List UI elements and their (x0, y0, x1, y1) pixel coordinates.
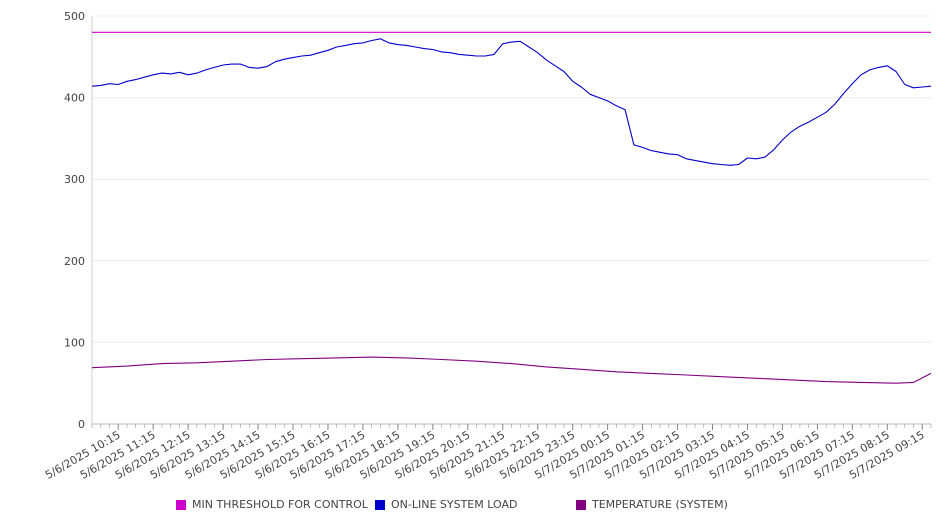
x-axis: 5/6/2025 10:155/6/2025 11:155/6/2025 12:… (43, 423, 932, 482)
y-gridlines (92, 15, 931, 343)
legend-label-temperature: TEMPERATURE (SYSTEM) (592, 498, 728, 511)
y-tick-label: 100 (64, 336, 85, 349)
y-tick-label: 200 (64, 255, 85, 268)
legend-label-system-load: ON-LINE SYSTEM LOAD (391, 498, 518, 511)
series-lines (91, 31, 932, 384)
y-tick-label: 500 (64, 10, 85, 23)
legend-swatch-threshold (176, 499, 186, 510)
legend-label-threshold: MIN THRESHOLD FOR CONTROL (192, 498, 368, 511)
series-line-2 (91, 356, 932, 384)
legend: MIN THRESHOLD FOR CONTROL ON-LINE SYSTEM… (0, 498, 946, 518)
legend-swatch-temperature (576, 499, 586, 510)
y-tick-label: 400 (64, 92, 85, 105)
legend-item-temperature: TEMPERATURE (SYSTEM) (576, 498, 728, 511)
legend-swatch-system-load (375, 499, 385, 510)
series-line-1 (91, 38, 932, 166)
legend-item-threshold: MIN THRESHOLD FOR CONTROL (176, 498, 368, 511)
legend-item-system-load: ON-LINE SYSTEM LOAD (375, 498, 517, 511)
y-tick-label: 300 (64, 173, 85, 186)
y-axis: 0 100 200 300 400 500 (64, 10, 93, 431)
y-tick-label: 0 (78, 418, 85, 431)
